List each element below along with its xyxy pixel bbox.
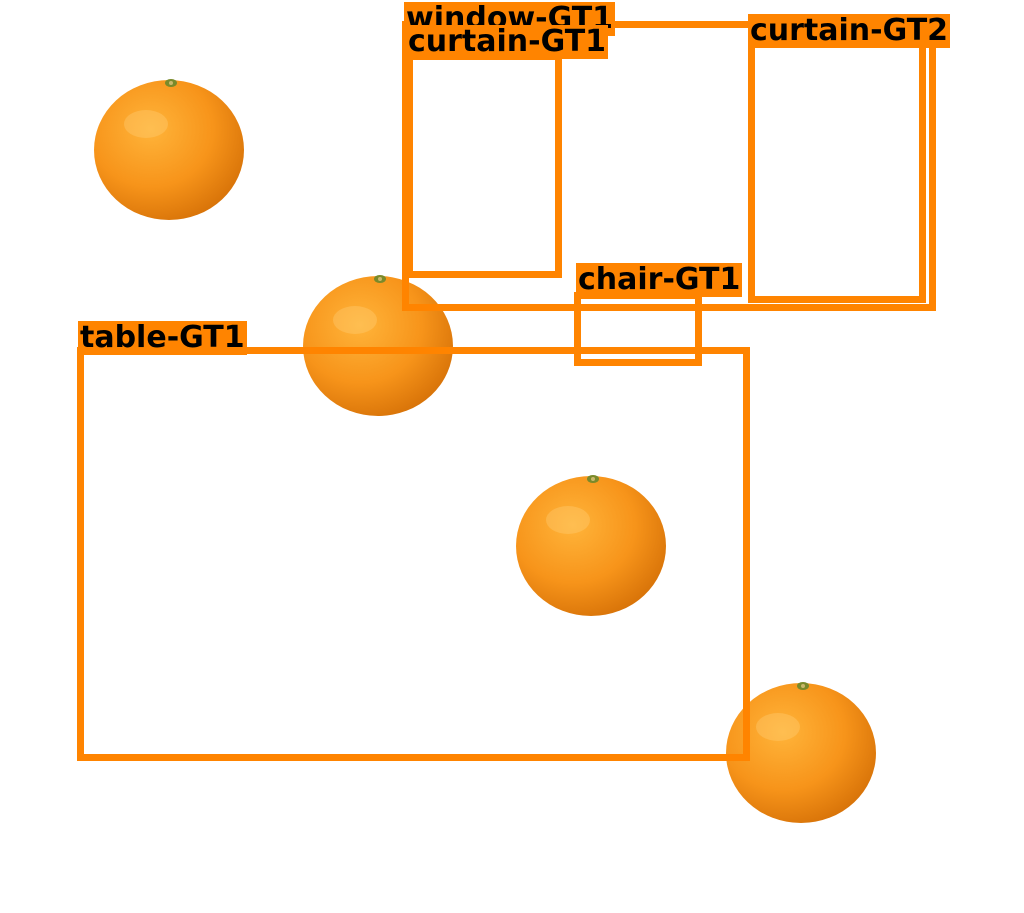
orange-fruit-icon (726, 682, 876, 823)
window-bounding-box (402, 21, 936, 311)
table-bounding-box (77, 347, 750, 761)
orange-fruit-icon (303, 275, 453, 416)
curtain-1-label: curtain-GT1 (406, 24, 609, 59)
curtain-2-bounding-box (748, 40, 926, 303)
curtain-1-bounding-box (406, 53, 562, 278)
orange-fruit-icon (94, 79, 244, 220)
orange-fruit-icon (516, 475, 666, 616)
curtain-2-label: curtain-GT2 (748, 13, 951, 48)
chair-label: chair-GT1 (576, 262, 743, 297)
table-label: table-GT1 (78, 320, 247, 355)
